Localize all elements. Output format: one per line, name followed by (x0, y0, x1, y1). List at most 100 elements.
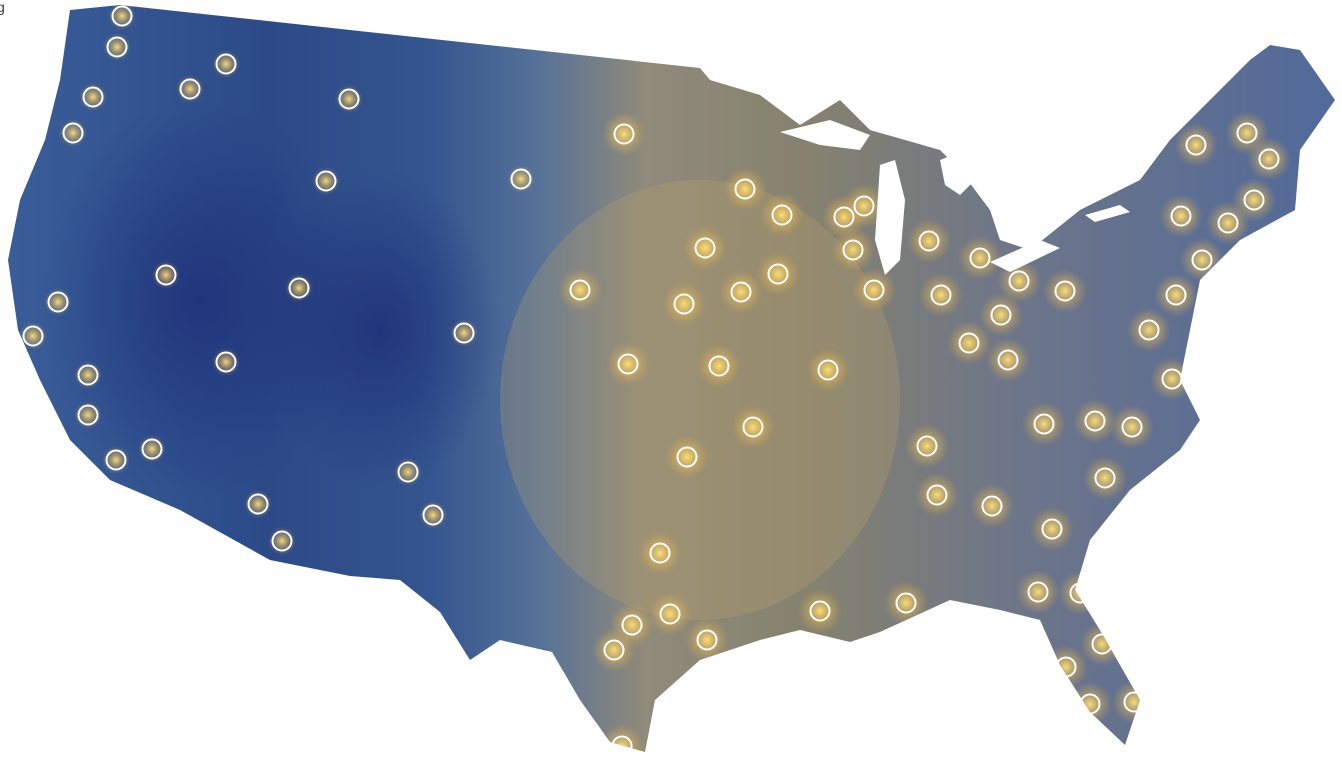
city-glow (756, 252, 800, 296)
city-marker (1079, 693, 1101, 715)
city-marker (990, 304, 1012, 326)
city-marker (77, 364, 99, 386)
city-glow (600, 724, 644, 752)
city-marker (958, 332, 980, 354)
city-marker (179, 78, 201, 100)
city-marker (1123, 691, 1145, 713)
city-glow (1127, 308, 1171, 352)
city-marker (288, 277, 310, 299)
city-marker (833, 206, 855, 228)
city-glow (1016, 570, 1060, 614)
city-glow (1232, 178, 1276, 222)
city-marker (141, 438, 163, 460)
city-marker (1084, 410, 1106, 432)
city-marker (895, 592, 917, 614)
city-glow (1030, 507, 1074, 551)
city-glow (719, 270, 763, 314)
city-glow (606, 342, 650, 386)
city-marker (62, 122, 84, 144)
city-marker (1055, 656, 1077, 678)
city-marker (916, 435, 938, 457)
city-marker (1069, 582, 1091, 604)
city-marker (271, 530, 293, 552)
city-glow (884, 581, 928, 625)
city-glow (760, 193, 804, 237)
city-marker (730, 281, 752, 303)
city-glow (665, 435, 709, 479)
city-marker (1027, 581, 1049, 603)
city-marker (510, 168, 532, 190)
city-glow (602, 112, 646, 156)
city-marker (809, 600, 831, 622)
city-marker (155, 264, 177, 286)
city-marker (1170, 205, 1192, 227)
city-glow (723, 167, 767, 211)
city-marker (569, 279, 591, 301)
city-glow (1154, 273, 1198, 317)
city-marker (1161, 368, 1183, 390)
city-marker (997, 349, 1019, 371)
lake-huron (940, 150, 980, 195)
city-glow (1174, 123, 1218, 167)
city-marker (1243, 189, 1265, 211)
city-marker (1121, 416, 1143, 438)
city-glow (947, 321, 991, 365)
city-marker (621, 614, 643, 636)
city-glow (852, 268, 896, 312)
city-glow (919, 273, 963, 317)
city-marker (215, 53, 237, 75)
city-marker (863, 279, 885, 301)
city-marker (613, 123, 635, 145)
city-glow (798, 589, 842, 633)
city-glow (1058, 571, 1102, 615)
city-glow (986, 338, 1030, 382)
city-glow (958, 236, 1002, 280)
city-marker (767, 263, 789, 285)
city-marker (215, 351, 237, 373)
city-marker (649, 542, 671, 564)
city-marker (603, 639, 625, 661)
city-marker (734, 178, 756, 200)
city-marker (315, 170, 337, 192)
city-marker (1138, 319, 1160, 341)
city-marker (1217, 212, 1239, 234)
city-marker (1165, 284, 1187, 306)
city-marker (47, 291, 69, 313)
city-marker (1191, 249, 1213, 271)
city-marker (397, 461, 419, 483)
city-marker (981, 495, 1003, 517)
city-glow (1180, 238, 1224, 282)
city-glow (1247, 137, 1291, 181)
city-marker (817, 359, 839, 381)
city-marker (111, 5, 133, 27)
city-marker (338, 88, 360, 110)
city-glow (1022, 402, 1066, 446)
city-marker (1054, 280, 1076, 302)
city-marker (969, 247, 991, 269)
city-glow (731, 405, 775, 449)
city-marker (1091, 633, 1113, 655)
city-glow (1043, 269, 1087, 313)
city-marker (105, 449, 127, 471)
city-marker (106, 36, 128, 58)
city-glow (685, 618, 729, 662)
city-glow (1159, 194, 1203, 238)
dark-region (260, 170, 500, 490)
city-glow (970, 484, 1014, 528)
city-glow (1112, 680, 1156, 724)
city-marker (453, 322, 475, 344)
city-marker (842, 239, 864, 261)
city-glow (638, 531, 682, 575)
city-marker (659, 603, 681, 625)
city-glow (907, 219, 951, 263)
city-glow (697, 344, 741, 388)
city-marker (1033, 413, 1055, 435)
city-marker (1041, 518, 1063, 540)
city-marker (77, 404, 99, 426)
city-marker (1008, 270, 1030, 292)
lake-erie (990, 240, 1060, 272)
city-glow (979, 293, 1023, 337)
city-glow (806, 348, 850, 392)
city-markers (22, 5, 1280, 757)
